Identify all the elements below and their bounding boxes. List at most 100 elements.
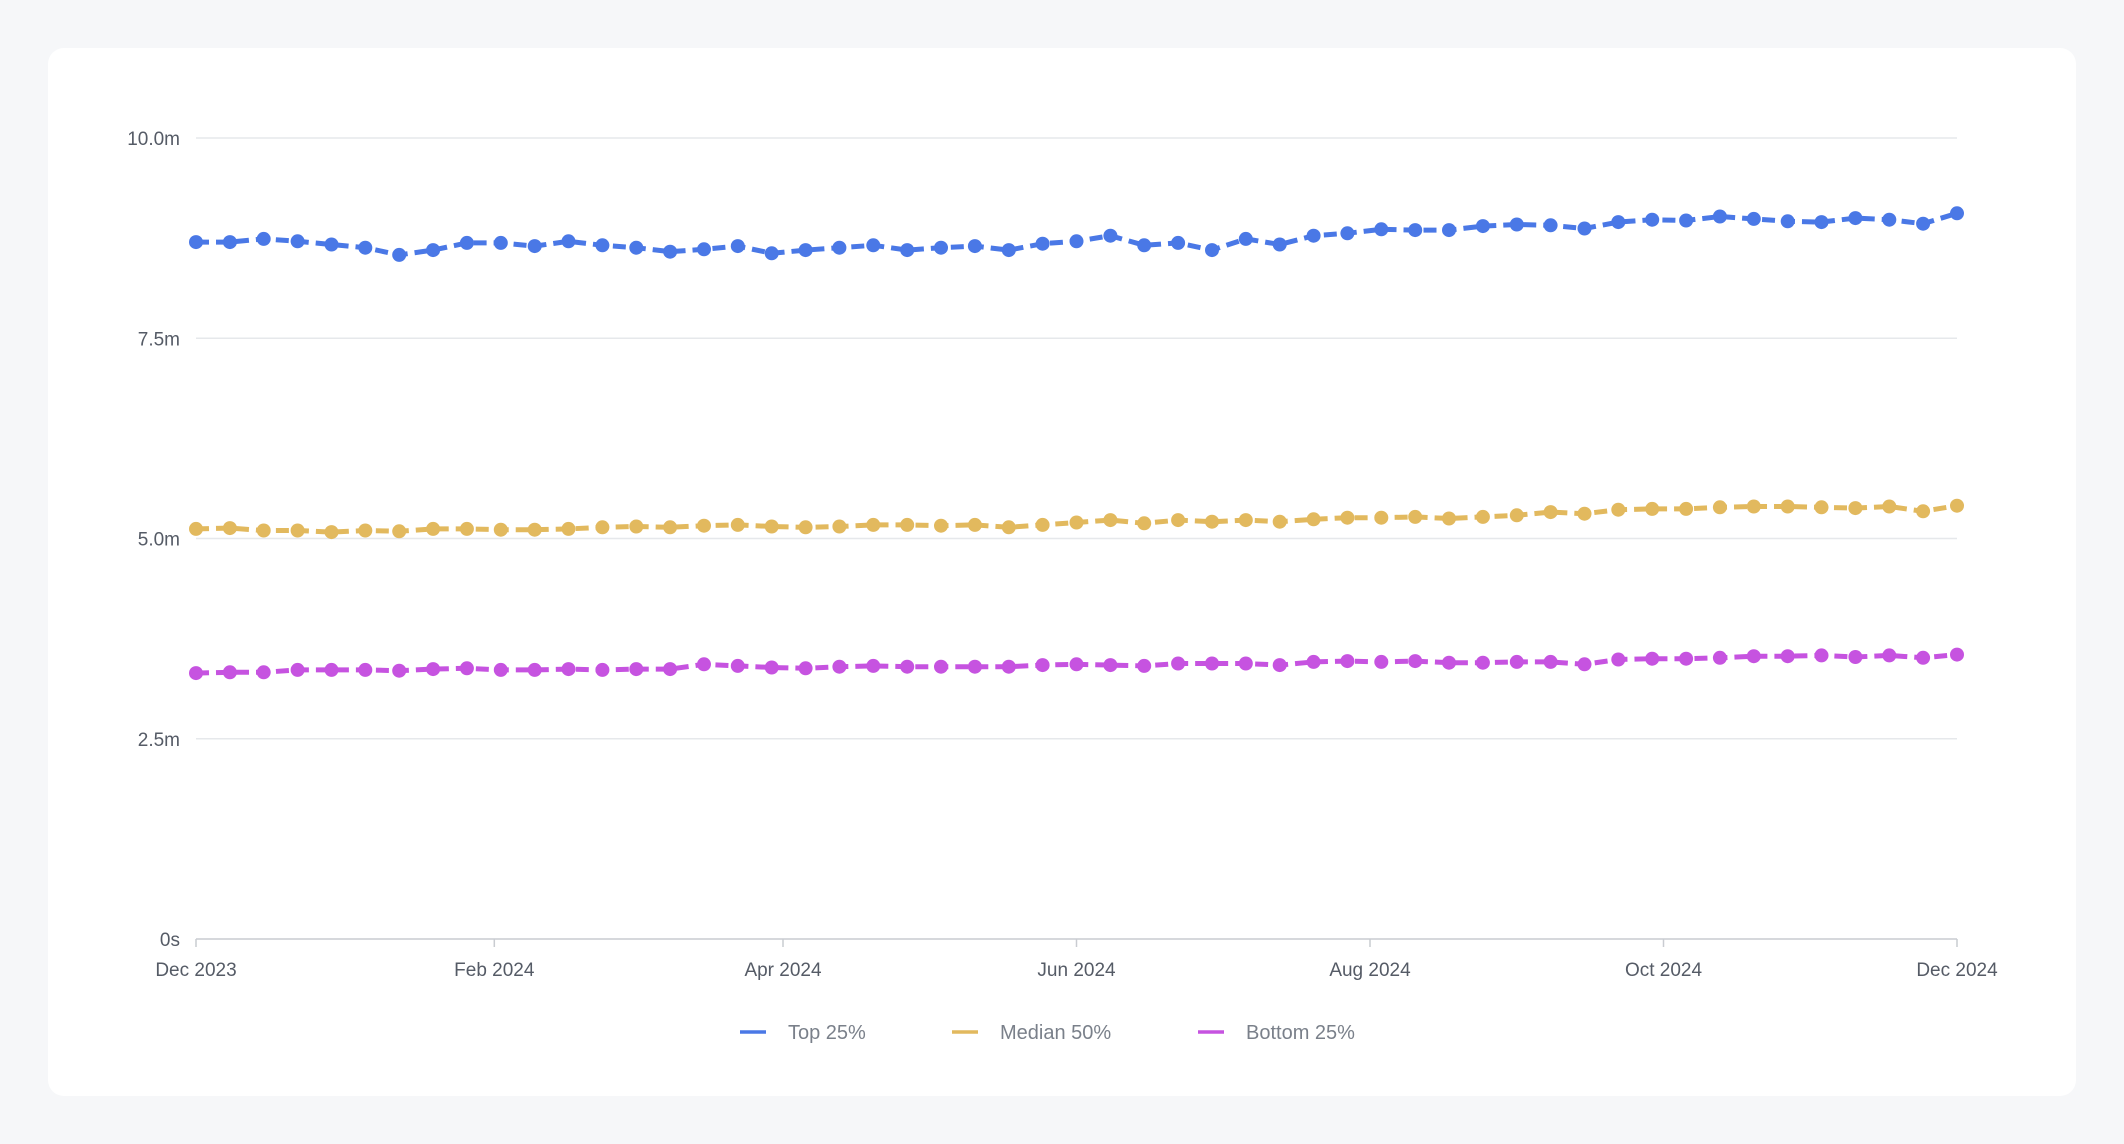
data-point [189, 235, 203, 250]
data-point [1442, 511, 1456, 526]
data-point [1171, 656, 1186, 671]
data-point [290, 662, 305, 677]
x-tick-label: Feb 2024 [454, 960, 535, 981]
x-axis: Dec 2023 Feb 2024 Apr 2024 Jun 2024 Aug 2024… [155, 938, 1998, 981]
y-tick-label: 10.0m [127, 129, 180, 150]
legend-label: Median 50% [1000, 1022, 1111, 1044]
data-point [764, 660, 779, 675]
data-point [1712, 500, 1727, 515]
data-point [290, 523, 305, 538]
data-point [967, 517, 982, 532]
data-point [459, 235, 474, 250]
x-tick-label: Oct 2024 [1625, 960, 1703, 981]
data-point [1272, 658, 1287, 673]
data-point [1238, 513, 1253, 528]
legend-item[interactable]: Top 25% [740, 1022, 866, 1044]
data-point [1272, 514, 1287, 529]
legend-item[interactable]: Bottom 25% [1198, 1022, 1355, 1044]
data-point [1306, 654, 1321, 669]
data-point [900, 243, 915, 258]
data-point [358, 662, 373, 677]
x-tick-label: Apr 2024 [744, 960, 822, 981]
y-tick-label: 2.5m [138, 730, 180, 751]
data-point [324, 662, 339, 677]
data-point [1712, 650, 1727, 665]
data-point [1577, 506, 1592, 521]
legend-label: Top 25% [788, 1022, 866, 1044]
x-tick-label: Dec 2023 [155, 960, 236, 981]
data-point [629, 240, 644, 255]
data-point [256, 523, 271, 538]
data-point [1679, 651, 1694, 666]
data-point [1543, 654, 1558, 669]
data-point [1509, 508, 1524, 523]
data-point [967, 659, 982, 674]
data-point [1882, 648, 1897, 663]
data-point [1509, 654, 1524, 669]
data-point [1645, 212, 1660, 227]
data-point [697, 518, 711, 533]
data-point [798, 243, 813, 258]
series-layer [189, 206, 1964, 681]
data-point [1374, 510, 1389, 525]
data-point [697, 242, 711, 257]
data-point [629, 662, 644, 677]
data-point [1205, 514, 1219, 529]
data-point [629, 519, 644, 534]
data-point [1001, 520, 1016, 535]
data-point [1238, 656, 1253, 671]
data-point [1645, 651, 1660, 666]
data-point [967, 239, 982, 254]
data-point [1848, 650, 1863, 664]
data-point [1645, 501, 1660, 516]
data-point [1950, 647, 1964, 662]
data-point [189, 666, 203, 681]
data-point [1137, 516, 1152, 531]
data-point [1611, 652, 1626, 667]
data-point [595, 238, 610, 253]
data-point [1442, 655, 1456, 670]
data-point [1848, 211, 1863, 226]
data-point [1509, 217, 1524, 232]
data-point [1611, 502, 1626, 517]
data-point [1035, 658, 1050, 673]
data-point [1475, 509, 1490, 524]
data-point [189, 521, 203, 536]
data-point [392, 247, 407, 262]
data-point [1171, 513, 1186, 528]
data-point [1069, 515, 1084, 530]
data-point [1340, 226, 1355, 241]
data-point [493, 235, 508, 250]
data-point [764, 519, 779, 534]
legend-label: Bottom 25% [1246, 1022, 1355, 1044]
data-point [527, 522, 542, 537]
data-point [866, 238, 881, 253]
data-point [426, 662, 441, 677]
x-tick-label: Jun 2024 [1037, 960, 1116, 981]
data-point [1814, 648, 1829, 663]
data-point [1475, 655, 1490, 670]
data-point [730, 658, 745, 673]
data-point [1306, 228, 1321, 243]
legend-item[interactable]: Median 50% [952, 1022, 1111, 1044]
data-point [866, 517, 881, 532]
data-point [392, 524, 407, 539]
data-point [730, 239, 745, 254]
y-axis: 0s 2.5m 5.0m 7.5m 10.0m [127, 129, 180, 951]
data-point [1137, 658, 1152, 673]
data-point [1001, 659, 1016, 674]
data-point [1882, 499, 1897, 514]
data-point [1001, 243, 1016, 258]
data-point [1035, 517, 1050, 532]
data-point [493, 522, 508, 537]
data-point [1679, 213, 1694, 228]
data-point [595, 520, 610, 535]
data-point [1577, 221, 1592, 236]
data-point [256, 231, 271, 246]
data-point [1950, 206, 1964, 221]
data-point [1950, 498, 1964, 513]
data-point [1543, 218, 1558, 233]
data-point [1103, 658, 1118, 673]
data-point [358, 240, 373, 255]
data-point [832, 240, 847, 255]
